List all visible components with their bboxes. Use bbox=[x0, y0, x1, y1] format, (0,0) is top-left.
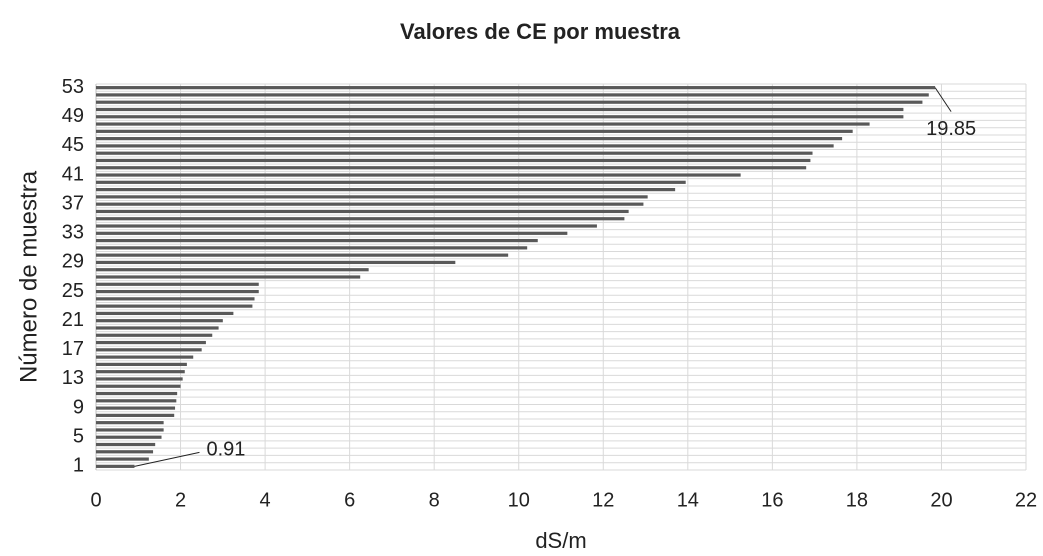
bar bbox=[96, 348, 202, 352]
bar bbox=[96, 319, 223, 323]
y-tick-label: 41 bbox=[62, 163, 84, 185]
leader-line bbox=[134, 451, 200, 467]
bar bbox=[96, 188, 676, 192]
x-tick-label: 18 bbox=[846, 489, 868, 511]
data-label: 0.91 bbox=[206, 439, 245, 461]
y-tick-label: 45 bbox=[62, 134, 84, 156]
leader-line bbox=[934, 87, 952, 112]
y-tick-label: 29 bbox=[62, 251, 84, 273]
y-tick-label: 9 bbox=[73, 396, 84, 418]
bar bbox=[96, 158, 811, 163]
bar bbox=[96, 129, 853, 133]
y-tick-label: 5 bbox=[73, 426, 84, 448]
y-axis-label: Número de muestra bbox=[15, 170, 42, 383]
data-label: 19.85 bbox=[926, 118, 976, 140]
bar bbox=[96, 173, 741, 177]
bar bbox=[96, 122, 870, 126]
x-tick-label: 6 bbox=[344, 489, 355, 511]
bar bbox=[96, 435, 162, 439]
bar bbox=[96, 275, 361, 279]
bar bbox=[96, 289, 259, 294]
y-tick-label: 49 bbox=[62, 105, 84, 127]
y-tick-label: 53 bbox=[62, 76, 84, 98]
bar bbox=[96, 362, 187, 366]
bar bbox=[96, 202, 644, 206]
bar bbox=[96, 115, 904, 119]
bar bbox=[96, 399, 177, 403]
y-tick-label: 21 bbox=[62, 309, 84, 331]
bar bbox=[96, 428, 164, 432]
bar bbox=[96, 304, 253, 308]
x-tick-label: 10 bbox=[508, 489, 530, 511]
bar bbox=[96, 137, 843, 141]
bar bbox=[96, 151, 813, 155]
x-tick-label: 4 bbox=[260, 489, 271, 511]
bar bbox=[96, 268, 369, 272]
chart-title: Valores de CE por muestra bbox=[400, 19, 681, 44]
bar bbox=[96, 413, 175, 417]
x-tick-label: 12 bbox=[592, 489, 614, 511]
bar bbox=[96, 231, 568, 235]
bar bbox=[96, 340, 206, 345]
bar bbox=[96, 457, 149, 461]
x-axis-label: dS/m bbox=[535, 528, 586, 553]
y-tick-label: 17 bbox=[62, 338, 84, 360]
bar bbox=[96, 209, 629, 214]
bar bbox=[96, 100, 923, 104]
bar bbox=[96, 253, 509, 257]
bar bbox=[96, 246, 528, 250]
y-tick-label: 33 bbox=[62, 222, 84, 244]
bar bbox=[96, 384, 181, 388]
bar bbox=[96, 377, 183, 381]
bar bbox=[96, 326, 219, 330]
bar bbox=[96, 166, 807, 170]
y-tick-label: 25 bbox=[62, 280, 84, 302]
bar bbox=[96, 107, 904, 112]
bar bbox=[96, 370, 185, 374]
bar bbox=[96, 144, 834, 148]
bar bbox=[96, 421, 164, 425]
bar bbox=[96, 195, 648, 199]
bar bbox=[96, 391, 178, 396]
bar bbox=[96, 333, 213, 337]
bar bbox=[96, 217, 625, 221]
x-tick-label: 14 bbox=[677, 489, 699, 511]
x-tick-label: 16 bbox=[761, 489, 783, 511]
bar bbox=[96, 224, 597, 228]
bar bbox=[96, 180, 686, 184]
x-tick-label: 20 bbox=[930, 489, 952, 511]
bar bbox=[96, 282, 259, 286]
bar bbox=[96, 450, 154, 454]
bar bbox=[96, 260, 456, 265]
bar bbox=[96, 238, 538, 243]
y-tick-label: 1 bbox=[73, 455, 84, 477]
bar bbox=[96, 86, 936, 90]
x-tick-label: 2 bbox=[175, 489, 186, 511]
x-tick-label: 0 bbox=[90, 489, 101, 511]
y-tick-label: 13 bbox=[62, 367, 84, 389]
bar bbox=[96, 464, 135, 468]
x-tick-label: 22 bbox=[1015, 489, 1037, 511]
bar bbox=[96, 311, 234, 316]
bar bbox=[96, 355, 194, 359]
bar bbox=[96, 406, 176, 410]
y-tick-label: 37 bbox=[62, 192, 84, 214]
bar bbox=[96, 297, 255, 301]
bar bbox=[96, 442, 156, 447]
x-tick-label: 8 bbox=[429, 489, 440, 511]
bar bbox=[96, 93, 929, 97]
